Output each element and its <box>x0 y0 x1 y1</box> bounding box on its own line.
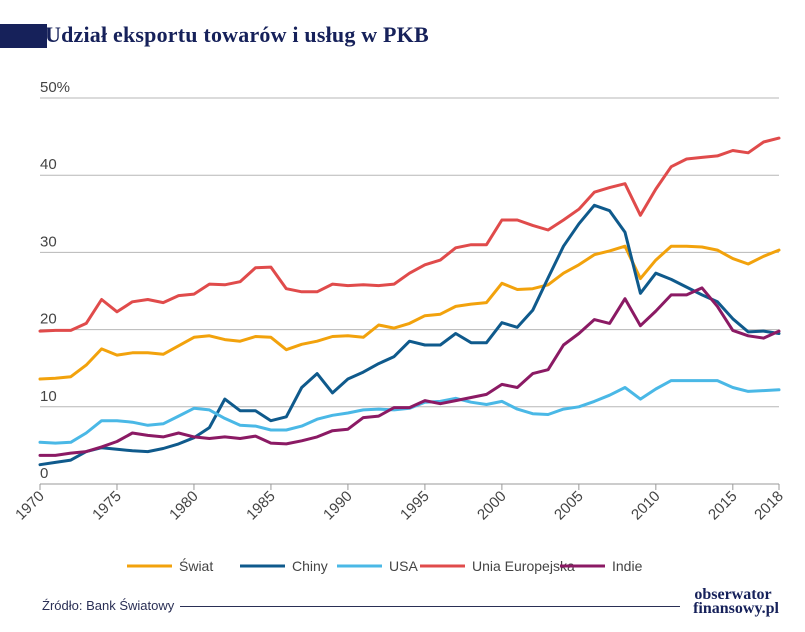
logo-line-2: finansowy.pl <box>693 600 779 617</box>
y-tick-label: 0 <box>40 465 48 482</box>
legend-label: Unia Europejska <box>472 558 575 574</box>
source-divider <box>180 606 680 607</box>
series-line-unia-europejska <box>38 136 781 333</box>
title-accent-bar <box>0 24 47 48</box>
x-tick-label: 2000 <box>474 488 510 524</box>
x-tick-label: 1990 <box>320 488 356 524</box>
legend-label: Indie <box>612 558 643 574</box>
logo-line-1: obserwator <box>694 586 772 603</box>
x-tick-label: 2018 <box>751 488 787 524</box>
y-tick-label: 10 <box>40 388 57 405</box>
x-tick-label: 2015 <box>705 488 741 524</box>
legend-label: Chiny <box>292 558 328 574</box>
x-tick-label: 1970 <box>12 488 48 524</box>
series-line-indie <box>38 286 781 457</box>
chart-title: Udział eksportu towarów i usług w PKB <box>45 22 429 47</box>
x-tick-label: 1995 <box>397 488 433 524</box>
series-line-chiny <box>38 203 781 467</box>
series-line-usa <box>38 379 781 445</box>
x-tick-label: 2005 <box>551 488 587 524</box>
y-tick-label: 20 <box>40 311 57 328</box>
x-tick-label: 2010 <box>628 488 664 524</box>
source-note: Źródło: Bank Światowy <box>42 598 175 613</box>
series-line-świat <box>38 244 781 381</box>
y-tick-label: 30 <box>40 233 57 250</box>
publisher-logo: obserwator finansowy.pl <box>683 586 783 617</box>
x-tick-label: 1985 <box>243 488 279 524</box>
legend-label: USA <box>389 558 418 574</box>
x-tick-label: 1980 <box>166 488 202 524</box>
y-tick-label: 50% <box>40 79 70 96</box>
legend-label: Świat <box>179 557 213 574</box>
y-tick-label: 40 <box>40 156 57 173</box>
x-tick-label: 1975 <box>89 488 125 524</box>
